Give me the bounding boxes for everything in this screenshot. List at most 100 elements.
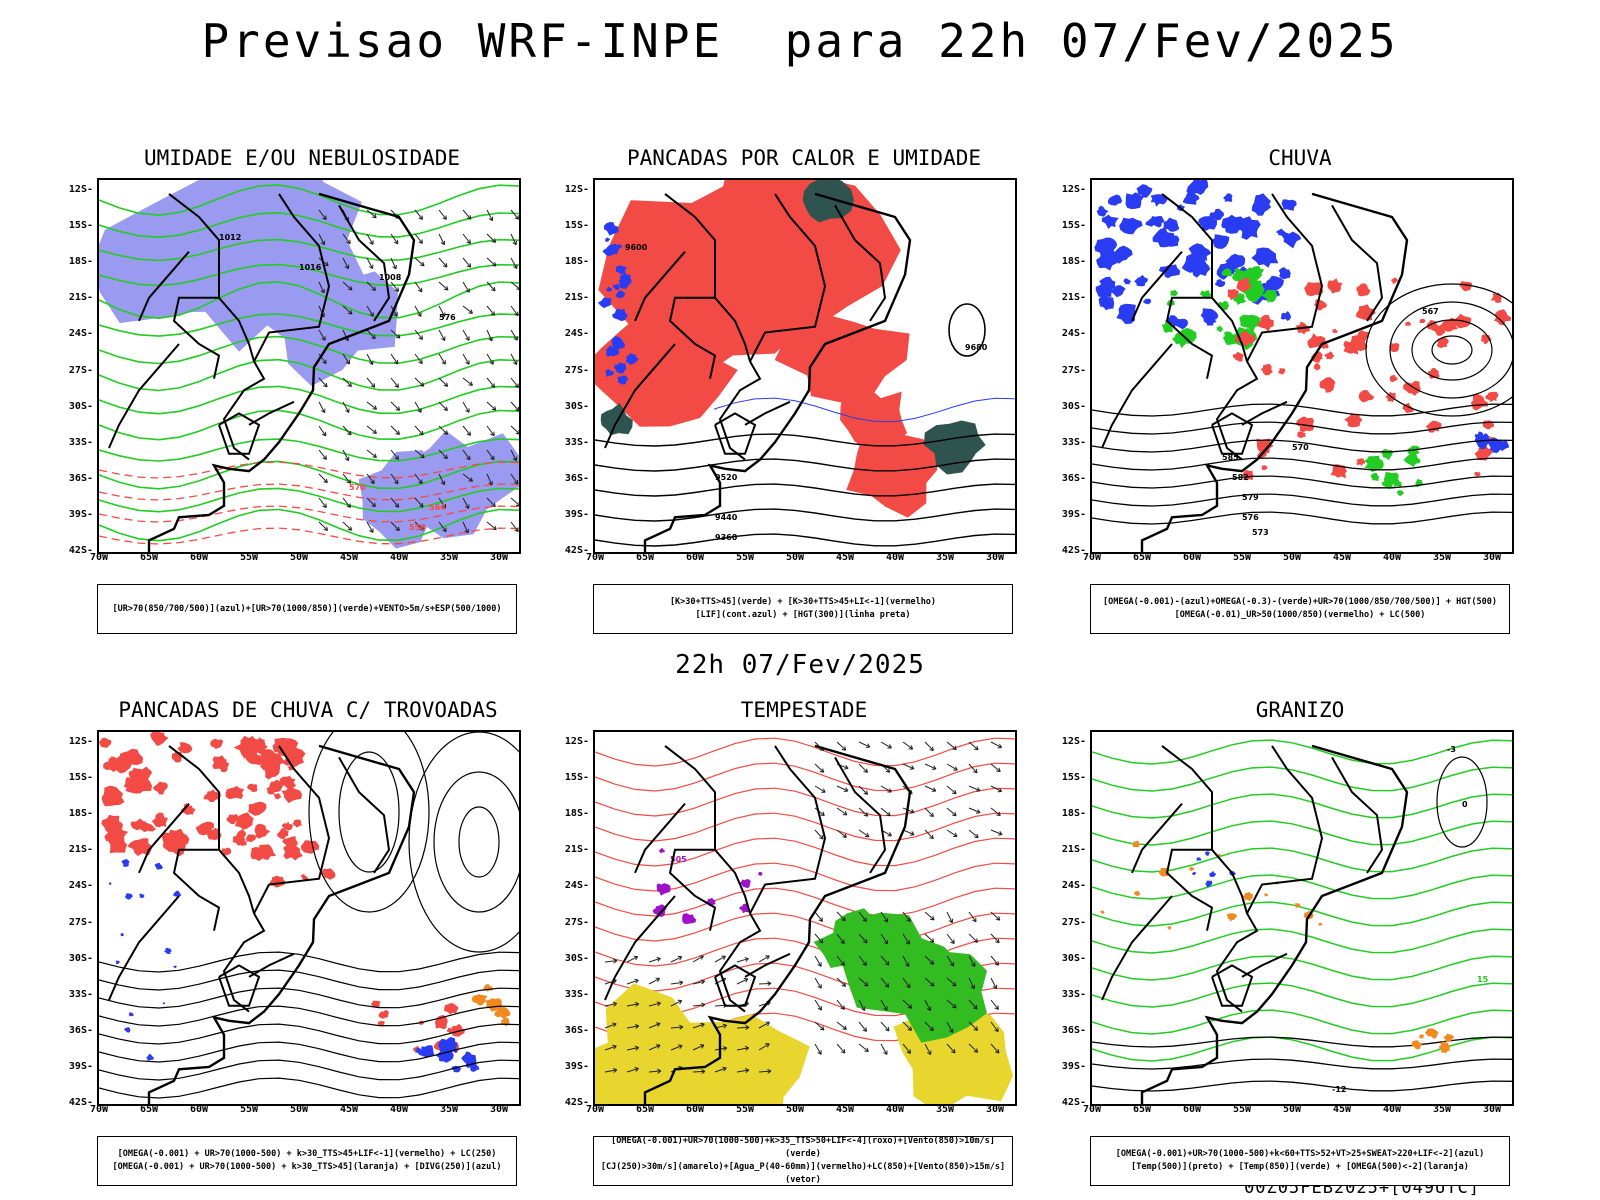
rain-red-area [1304,282,1324,297]
wind-vector [990,785,1002,792]
wind-vector [929,982,935,987]
wind-vector [765,1043,770,1048]
storm-red-area [127,838,153,856]
wind-vector [345,360,351,365]
wind-vector [767,981,772,987]
wind-vector [612,1022,617,1028]
wind-vector [342,473,351,484]
contour-label: 9600 [625,243,648,252]
wind-vector [968,911,977,923]
wind-vector [765,1021,770,1026]
rain-red-area [1297,431,1306,439]
instability-red-area [774,313,910,406]
hail-blue-area [1205,880,1213,888]
wind-vector [462,305,473,314]
instability-green-area [600,403,633,436]
longitude-tick-label: 50W [1282,552,1302,563]
omega-orange-area [1264,893,1268,897]
latitude-tick-label: 12S- [564,736,589,747]
coastline [147,192,416,552]
wind-vector [880,933,889,945]
omega-orange-area [1294,903,1301,909]
wind-vector [390,497,400,508]
hail-blue-area [1191,871,1196,876]
wind-vector [486,305,495,316]
wind-vector [366,449,377,458]
lif-blue-contour [615,290,626,299]
wind-vector [462,401,470,413]
latitude-tick-label: 24S- [564,880,589,892]
divergence-blue-area [415,1047,423,1054]
wind-vector [670,956,683,963]
wind-vector [655,1044,661,1049]
hail-blue-area [1204,851,1210,857]
contour-label: 9360 [715,533,738,542]
page-title: Previsao WRF-INPE para 22h 07/Fev/2025 [201,14,1399,68]
latitude-tick-label: 36S- [68,472,93,484]
contour-label: 9680 [965,343,988,352]
temp500-black-contour [1092,1058,1512,1070]
longitude-tick-label: 35W [935,552,955,563]
longitude-tick-label: 30W [1482,552,1502,563]
omega-green-area [1169,289,1178,296]
wind-vector [514,311,519,317]
temp500-black-contour [1092,1036,1512,1048]
country-border [138,250,190,322]
rain-red-area [1427,368,1440,379]
country-border [168,193,221,379]
omega-green-area [1381,448,1393,461]
wind-vector [887,788,892,793]
wind-vector [814,829,824,840]
wind-vector [902,933,910,945]
heat-showers-legend: [K>30+TTS>45](verde) + [K>30+TTS>45+LI<-… [593,584,1013,634]
wind-vector [996,767,1001,773]
wind-vector [510,257,518,269]
latitude-tick-label: 39S- [564,1061,589,1073]
wind-vector [692,955,704,963]
wind-vector [441,504,447,509]
rain-red-area [1319,377,1336,393]
wind-vector [758,1043,770,1051]
wind-vector [930,915,935,921]
storm-panel-title: TEMPESTADE [740,698,868,722]
wind-vector [699,1044,705,1049]
latitude-tick-label: 21S- [1061,292,1086,304]
wind-vector [814,763,825,773]
wind-vector [510,209,519,220]
latitude-tick-label: 39S- [1061,509,1086,521]
wind-vector [486,497,496,508]
rain-red-area [1389,342,1400,352]
wind-vector [887,744,892,749]
wind-vector [491,406,497,411]
humidity-legend: [UR>70(850/700/500)](azul)+[UR>70(1000/8… [97,584,517,634]
wind-vector [510,521,519,532]
longitude-tick-label: 30W [985,1104,1005,1115]
omega-blue-area [1150,194,1168,207]
wind-vector [946,911,953,923]
longitude-tick-label: 65W [139,552,159,563]
latitude-tick-label: 42S- [68,1097,93,1109]
latitude-tick-label: 30S- [68,400,93,412]
divergence-blue-area [154,862,163,870]
wind-vector [745,1025,750,1031]
height-contour [1092,421,1512,435]
wind-vector [510,305,519,316]
omega-blue-area [1136,184,1153,198]
storm-orange-area [485,998,503,1012]
wind-vector [626,1068,639,1073]
lif-blue-contour [625,276,631,282]
precip-water-red-contour [595,812,1015,842]
country-border [714,964,757,1007]
rain-red-area [1327,278,1343,294]
height-contour [595,458,1015,472]
wind-vector [438,377,448,387]
wind-vector [946,807,957,817]
wind-vector [510,449,517,461]
storm-red-area [247,783,258,792]
temp500-black-contour [1436,756,1488,848]
wind-vector [366,209,377,219]
wind-vector [465,504,470,509]
wind-vector [414,305,422,317]
longitude-tick-label: 30W [489,552,509,563]
latitude-tick-label: 12S- [564,184,589,195]
